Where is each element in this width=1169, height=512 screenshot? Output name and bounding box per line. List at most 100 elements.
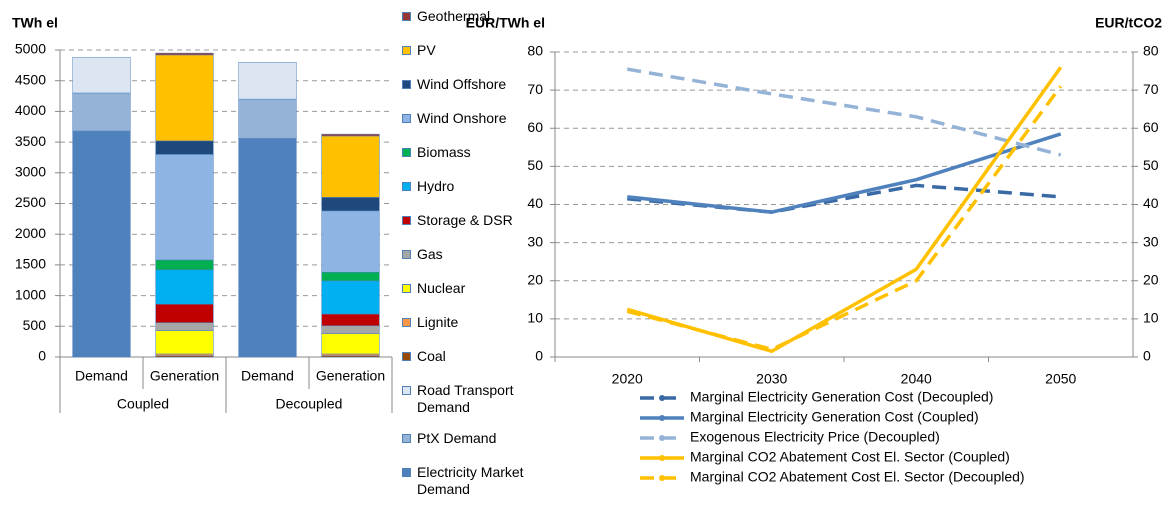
legend-label: Lignite (417, 314, 459, 330)
legend-item: PV (402, 42, 542, 62)
bar-segment (321, 133, 380, 137)
bar-segment (72, 57, 131, 94)
y-tick-label: 40 (527, 195, 543, 211)
y-tick-label: 2500 (15, 194, 46, 210)
y-tick-label: 5000 (15, 41, 46, 57)
legend-label: Coal (417, 348, 446, 364)
legend-item: Electricity Market Demand (402, 464, 542, 498)
legend-label: Wind Onshore (417, 110, 507, 126)
y-tick-label: 3000 (15, 164, 46, 180)
legend-item: Gas (402, 246, 542, 266)
legend-label: Biomass (417, 144, 471, 160)
y-axis-label: TWh el (12, 15, 58, 31)
y-tick-label: 1000 (15, 286, 46, 302)
y2-tick-label: 40 (1143, 195, 1159, 211)
legend-label: Hydro (417, 178, 455, 194)
x-tick-label: 2040 (901, 371, 932, 387)
legend-label: Marginal Electricity Generation Cost (Co… (690, 409, 979, 425)
legend-label: Geothermal (417, 8, 491, 24)
legend-label: Nuclear (417, 280, 466, 296)
bar-segment (321, 135, 380, 198)
y-tick-label: 20 (527, 271, 543, 287)
bar-segment (321, 325, 380, 334)
legend-swatch (402, 434, 411, 443)
group-label: Coupled (117, 396, 169, 412)
legend-swatch (402, 352, 411, 361)
bar-segment (321, 210, 380, 273)
y2-tick-label: 70 (1143, 81, 1159, 97)
bar-segment (155, 52, 214, 56)
bar-segment (155, 259, 214, 271)
y-tick-label: 0 (38, 348, 46, 364)
bar-segment (321, 280, 380, 315)
y2-tick-label: 30 (1143, 233, 1159, 249)
bar-segment (155, 303, 214, 323)
y-tick-label: 60 (527, 119, 543, 135)
bar-segment (321, 313, 380, 326)
chart: TWh el EUR/TWh el EUR/tCO2 0500100015002… (12, 15, 1162, 485)
x-tick-label: Generation (150, 368, 219, 384)
y-tick-label: 10 (527, 310, 543, 326)
bar-segment (238, 62, 297, 100)
y-tick-label: 3500 (15, 133, 46, 149)
y-tick-label: 80 (527, 43, 543, 59)
legend-item: Coal (402, 348, 542, 368)
y-tick-label: 2000 (15, 225, 46, 241)
x-tick-label: 2030 (756, 371, 787, 387)
legend-item: Lignite (402, 314, 542, 334)
bar-segment (155, 54, 214, 142)
y-tick-label: 50 (527, 157, 543, 173)
legend-swatch (402, 468, 411, 477)
y-tick-label: 70 (527, 81, 543, 97)
legend-label: Storage & DSR (417, 212, 513, 228)
bar-segment (321, 272, 380, 282)
x-tick-label: Demand (75, 368, 128, 384)
y-tick-label: 4500 (15, 71, 46, 87)
legend-item: Wind Offshore (402, 76, 542, 96)
bar-segment (155, 140, 214, 155)
legend-swatch (402, 182, 411, 191)
y2-tick-label: 0 (1143, 348, 1151, 364)
legend-swatch (402, 250, 411, 259)
legend-label: Marginal CO2 Abatement Cost El. Sector (… (690, 469, 1025, 485)
legend-item: Biomass (402, 144, 542, 164)
legend-label: Marginal Electricity Generation Cost (De… (690, 389, 993, 405)
legend-swatch (402, 318, 411, 327)
legend-item: Storage & DSR (402, 212, 542, 232)
y2-tick-label: 10 (1143, 310, 1159, 326)
x-tick-label: Generation (316, 368, 385, 384)
legend-marker (659, 415, 665, 421)
legend-label: Electricity Market Demand (417, 464, 524, 497)
bar-segment (238, 138, 297, 358)
legend-item: Nuclear (402, 280, 542, 300)
y2-tick-label: 50 (1143, 157, 1159, 173)
bar-segment (72, 92, 131, 132)
line-series (627, 183, 1061, 214)
legend-label: PV (417, 42, 436, 58)
legend-item: Hydro (402, 178, 542, 198)
legend-item: PtX Demand (402, 430, 542, 450)
legend-swatch (402, 386, 411, 395)
y-tick-label: 30 (527, 233, 543, 249)
legend-swatch (402, 284, 411, 293)
legend-swatch (402, 114, 411, 123)
group-label: Decoupled (276, 396, 343, 412)
legend-marker (659, 475, 665, 481)
bar-segment (155, 154, 214, 261)
y2-axis-label: EUR/tCO2 (1095, 15, 1162, 31)
bar-segment (155, 353, 214, 357)
x-tick-label: 2050 (1045, 371, 1076, 387)
line-series (626, 67, 1062, 157)
legend-swatch (402, 12, 411, 21)
legend-marker (659, 455, 665, 461)
legend-swatch (402, 148, 411, 157)
bar-segment (321, 333, 380, 355)
legend-label: Wind Offshore (417, 76, 507, 92)
legend-swatch (402, 46, 411, 55)
bar-segment (321, 197, 380, 212)
legend-label: Road Transport Demand (417, 382, 514, 415)
x-tick-label: 2020 (612, 371, 643, 387)
line-series (627, 132, 1062, 214)
y2-tick-label: 80 (1143, 43, 1159, 59)
legend-swatch (402, 216, 411, 225)
